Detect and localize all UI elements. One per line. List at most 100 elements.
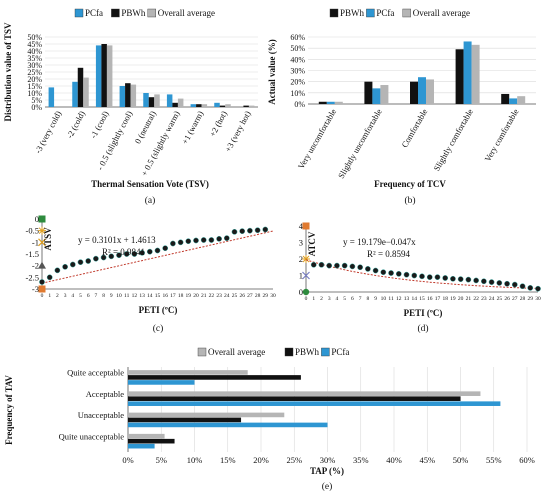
- b-category-label: Slightly uncomfortable: [336, 107, 384, 180]
- b-legend-swatch: [329, 8, 339, 18]
- c-xtick-label: 9: [110, 293, 113, 299]
- a-bar: [196, 104, 202, 107]
- d-data-point: [341, 262, 348, 269]
- e-xtick-label: 15%: [220, 455, 236, 465]
- c-xtick-label: 16: [162, 293, 168, 299]
- c-data-point: [262, 226, 269, 233]
- d-data-point: [411, 272, 418, 279]
- d-xtick-label: 12: [396, 296, 402, 302]
- e-xtick-label: 45%: [419, 455, 435, 465]
- e-y-axis-title: Frequency of TAV: [4, 375, 14, 445]
- e-xtick-label: 30%: [320, 455, 336, 465]
- d-xtick-label: 17: [435, 296, 441, 302]
- e-xtick-label: 20%: [253, 455, 269, 465]
- e-xtick-label: 40%: [386, 455, 402, 465]
- e-legend-swatch: [284, 347, 294, 357]
- e-xtick-label: 5%: [156, 455, 167, 465]
- e-xtick-label: 0%: [122, 455, 133, 465]
- e-bar: [128, 438, 175, 444]
- a-bar: [177, 98, 184, 107]
- c-xtick-label: 20: [193, 293, 199, 299]
- d-data-point: [380, 269, 387, 276]
- b-legend-label: PBWh: [340, 8, 365, 18]
- a-ytick-label: 5%: [31, 96, 42, 105]
- a-bar: [125, 83, 131, 107]
- b-bar: [318, 101, 327, 104]
- a-bar: [201, 104, 208, 107]
- d-xtick-label: 2: [320, 296, 323, 302]
- e-x-axis-title: TAP (%): [310, 466, 344, 476]
- c-data-point: [162, 245, 169, 252]
- d-xtick-label: 29: [528, 296, 534, 302]
- b-ytick-label: 40%: [290, 55, 305, 64]
- c-xtick-label: 26: [239, 293, 245, 299]
- c-data-point: [239, 228, 246, 234]
- d-data-point: [403, 271, 410, 278]
- b-x-axis-title: Frequency of TCV: [374, 179, 446, 189]
- c-data-point: [139, 249, 145, 256]
- c-xtick-label: 25: [232, 293, 238, 299]
- e-xtick-label: 25%: [286, 455, 302, 465]
- c-data-point: [100, 254, 107, 261]
- a-ytick-label: 25%: [27, 68, 42, 77]
- a-bar: [130, 84, 137, 107]
- d-xtick-label: 20: [458, 296, 464, 302]
- a-ytick-label: 45%: [27, 40, 42, 49]
- a-ytick-label: 50%: [27, 33, 42, 42]
- a-category-label: -3 (very cold): [33, 109, 64, 155]
- a-ytick-label: 35%: [27, 54, 42, 63]
- c-data-point: [216, 235, 222, 242]
- e-xtick-label: 55%: [486, 455, 502, 465]
- e-category-label: Quite unacceptable: [59, 431, 125, 441]
- d-data-point: [349, 263, 356, 270]
- a-legend-label: Overall average: [158, 8, 215, 18]
- c-r-squared: R² = 0.9841: [102, 247, 145, 257]
- a-category-label: -2 (cold): [64, 109, 87, 140]
- d-data-point: [365, 266, 371, 272]
- b-caption: (b): [404, 195, 415, 206]
- a-legend-label: PCfa: [85, 8, 103, 18]
- a-category-label: 0 (neutral): [132, 109, 158, 145]
- d-xtick-label: 11: [388, 296, 394, 302]
- d-xtick-label: 5: [343, 296, 346, 302]
- c-xtick-label: 22: [209, 293, 215, 299]
- e-legend-swatch: [321, 347, 330, 357]
- c-caption: (c): [153, 323, 164, 334]
- b-bar: [509, 98, 518, 104]
- e-legend-label: PBWh: [295, 347, 320, 357]
- a-ytick-label: 0%: [31, 103, 42, 112]
- a-bar: [190, 104, 197, 107]
- d-data-point: [372, 267, 379, 274]
- c-ytick-label: -0.5: [26, 226, 39, 236]
- c-ytick-label: -1: [32, 237, 39, 247]
- c-xtick-label: 27: [247, 293, 253, 299]
- e-category-label: Unacceptable: [78, 410, 124, 420]
- c-y-axis-title: ATSV: [43, 227, 53, 251]
- c-data-point: [177, 239, 184, 246]
- e-caption: (e): [322, 481, 333, 492]
- c-data-point: [247, 227, 253, 234]
- d-xtick-label: 1: [312, 296, 315, 302]
- d-data-point: [496, 280, 503, 286]
- d-axis-marker: [302, 255, 310, 263]
- d-ytick-label: 4: [299, 221, 304, 231]
- b-bar: [471, 44, 480, 104]
- c-axis-marker: [38, 261, 46, 269]
- c-xtick-label: 8: [102, 293, 105, 299]
- b-bar: [517, 96, 526, 104]
- e-bar: [128, 443, 155, 449]
- b-legend-label: PCfa: [376, 8, 394, 18]
- c-data-point: [39, 279, 45, 285]
- c-xtick-label: 0: [41, 293, 44, 299]
- c-data-point: [54, 267, 61, 274]
- a-x-axis-title: Thermal Sensation Vote (TSV): [91, 179, 209, 189]
- d-data-point: [457, 276, 464, 282]
- c-ytick-label: -2.5: [26, 272, 39, 282]
- b-bar: [426, 79, 434, 104]
- a-bar: [119, 86, 126, 107]
- d-data-point: [334, 262, 340, 269]
- b-bar: [501, 93, 510, 104]
- d-xtick-label: 18: [442, 296, 448, 302]
- b-legend-label: Overall average: [413, 8, 470, 18]
- a-category-label: +1 (warm): [180, 109, 206, 146]
